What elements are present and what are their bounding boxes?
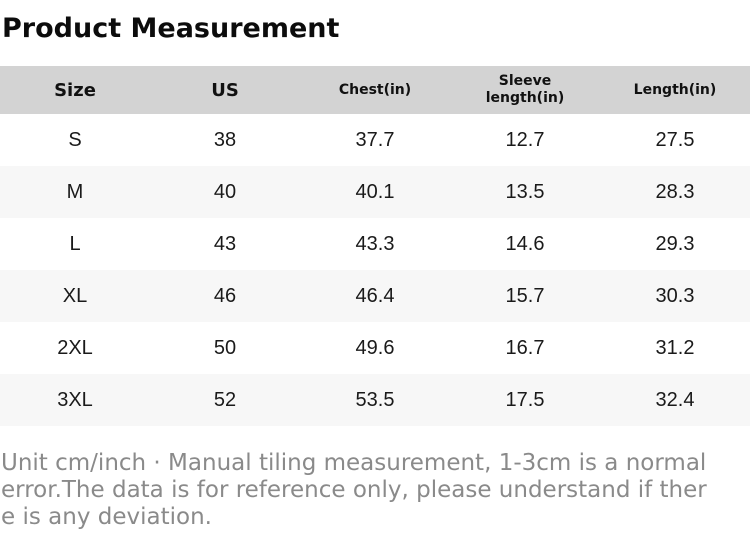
- table-row-m: M 40 40.1 13.5 28.3: [0, 166, 750, 218]
- table-row-3xl: 3XL 52 53.5 17.5 32.4: [0, 374, 750, 426]
- table-row-2xl: 2XL 50 49.6 16.7 31.2: [0, 322, 750, 374]
- column-header-us-label: US: [211, 79, 239, 101]
- cell-sleeve: 15.7: [450, 270, 600, 322]
- cell-length: 29.3: [600, 218, 750, 270]
- column-header-length-label: Length(in): [633, 81, 717, 98]
- cell-us: 43: [150, 218, 300, 270]
- cell-size: S: [0, 114, 150, 166]
- cell-us: 40: [150, 166, 300, 218]
- cell-chest: 49.6: [300, 322, 450, 374]
- cell-length: 30.3: [600, 270, 750, 322]
- column-header-sleeve-length-label: Sleeve length(in): [485, 73, 565, 106]
- disclaimer-line: Unit cm/inch · Manual tiling measurement…: [1, 450, 707, 476]
- column-header-length: Length(in): [600, 66, 750, 114]
- cell-length: 27.5: [600, 114, 750, 166]
- table-row-xl: XL 46 46.4 15.7 30.3: [0, 270, 750, 322]
- cell-chest: 43.3: [300, 218, 450, 270]
- page-title: Product Measurement: [2, 13, 340, 44]
- cell-size: XL: [0, 270, 150, 322]
- disclaimer-line: error.The data is for reference only, pl…: [1, 477, 707, 503]
- disclaimer-line: e is any deviation.: [1, 504, 212, 530]
- column-header-sleeve-length: Sleeve length(in): [450, 66, 600, 114]
- product-measurement-page: Product Measurement Size US Chest(in) Sl…: [0, 13, 750, 550]
- measurement-disclaimer: Unit cm/inch · Manual tiling measurement…: [0, 450, 750, 531]
- cell-chest: 53.5: [300, 374, 450, 426]
- cell-sleeve: 17.5: [450, 374, 600, 426]
- cell-size: 3XL: [0, 374, 150, 426]
- column-header-size-label: Size: [54, 79, 96, 101]
- table-row-l: L 43 43.3 14.6 29.3: [0, 218, 750, 270]
- column-header-us: US: [150, 66, 300, 114]
- cell-chest: 46.4: [300, 270, 450, 322]
- cell-us: 52: [150, 374, 300, 426]
- cell-us: 38: [150, 114, 300, 166]
- cell-chest: 37.7: [300, 114, 450, 166]
- cell-size: L: [0, 218, 150, 270]
- cell-us: 46: [150, 270, 300, 322]
- table-row-s: S 38 37.7 12.7 27.5: [0, 114, 750, 166]
- cell-size: 2XL: [0, 322, 150, 374]
- cell-length: 32.4: [600, 374, 750, 426]
- cell-sleeve: 12.7: [450, 114, 600, 166]
- cell-length: 28.3: [600, 166, 750, 218]
- cell-chest: 40.1: [300, 166, 450, 218]
- cell-length: 31.2: [600, 322, 750, 374]
- cell-sleeve: 14.6: [450, 218, 600, 270]
- cell-us: 50: [150, 322, 300, 374]
- cell-size: M: [0, 166, 150, 218]
- cell-sleeve: 16.7: [450, 322, 600, 374]
- table-header-row: Size US Chest(in) Sleeve length(in) Leng…: [0, 66, 750, 114]
- column-header-chest-label: Chest(in): [338, 81, 412, 98]
- cell-sleeve: 13.5: [450, 166, 600, 218]
- column-header-size: Size: [0, 66, 150, 114]
- column-header-chest: Chest(in): [300, 66, 450, 114]
- size-chart-table: Size US Chest(in) Sleeve length(in) Leng…: [0, 66, 750, 426]
